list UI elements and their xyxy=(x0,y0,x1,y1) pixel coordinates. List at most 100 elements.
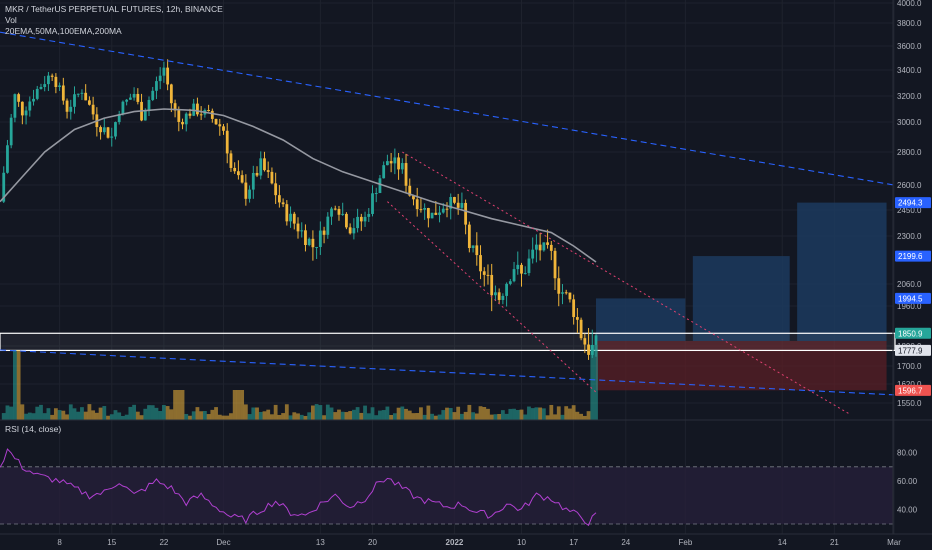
volume-bar-62 xyxy=(232,390,237,420)
candle-body-152 xyxy=(568,292,572,300)
candle-body-55 xyxy=(207,110,210,112)
volume-bar-128 xyxy=(478,406,483,420)
candle-body-106 xyxy=(397,157,400,170)
volume-bar-140 xyxy=(523,414,528,420)
candle-body-56 xyxy=(210,110,214,119)
price-tick-label: 1700.0 xyxy=(897,362,922,371)
candle-body-41 xyxy=(155,81,158,91)
upper-trendline xyxy=(0,31,895,186)
candle-body-133 xyxy=(497,292,501,300)
volume-bar-142 xyxy=(530,408,535,420)
volume-bar-101 xyxy=(378,410,382,420)
candle-body-24 xyxy=(91,104,95,115)
candle-body-111 xyxy=(415,199,419,210)
volume-bar-115 xyxy=(430,413,434,420)
volume-bar-155 xyxy=(579,413,583,420)
candle-body-151 xyxy=(564,292,568,294)
candle-body-103 xyxy=(386,161,389,166)
volume-bar-95 xyxy=(355,407,360,420)
volume-bar-137 xyxy=(512,408,516,420)
candle-body-11 xyxy=(43,84,47,88)
candle-body-98 xyxy=(367,213,371,217)
volume-bar-127 xyxy=(474,413,479,420)
price-tag-label: 1994.5 xyxy=(898,294,923,303)
volume-bar-133 xyxy=(497,414,502,420)
candle-body-71 xyxy=(266,170,270,172)
time-tick-label: 22 xyxy=(159,538,168,547)
volume-bar-102 xyxy=(381,410,386,420)
candle-body-126 xyxy=(471,245,475,249)
volume-bar-143 xyxy=(534,407,539,420)
candle-body-80 xyxy=(300,230,304,232)
candle-body-3 xyxy=(13,94,17,118)
volume-bar-145 xyxy=(541,408,546,420)
candle-body-109 xyxy=(408,185,412,196)
volume-bar-158 xyxy=(590,345,595,420)
rsi-tick-label: 60.00 xyxy=(897,477,918,486)
candle-body-113 xyxy=(423,207,427,210)
candle-body-7 xyxy=(28,101,32,111)
candle-body-44 xyxy=(166,67,170,85)
candle-body-86 xyxy=(322,230,326,235)
time-tick-label: 14 xyxy=(778,538,787,547)
candle-body-128 xyxy=(479,255,482,272)
candle-body-130 xyxy=(486,274,490,276)
price-tag-label: 1850.9 xyxy=(898,329,923,338)
volume-bar-130 xyxy=(486,408,490,420)
price-tick-label: 2600.0 xyxy=(897,181,922,190)
candle-body-76 xyxy=(285,204,289,222)
candle-body-52 xyxy=(196,103,199,115)
candle-body-137 xyxy=(512,269,516,282)
volume-bar-111 xyxy=(415,413,420,420)
volume-bar-30 xyxy=(113,410,118,420)
volume-bar-24 xyxy=(91,410,96,420)
candle-body-8 xyxy=(32,98,35,102)
volume-bar-46 xyxy=(173,390,177,420)
candle-body-134 xyxy=(501,295,505,300)
candle-body-121 xyxy=(453,197,456,203)
volume-bar-92 xyxy=(344,412,349,420)
volume-bar-49 xyxy=(184,413,189,420)
volume-bar-41 xyxy=(154,407,159,420)
candle-body-22 xyxy=(84,92,88,101)
candle-body-105 xyxy=(393,157,397,164)
candle-body-10 xyxy=(39,87,43,89)
candle-body-5 xyxy=(20,101,24,116)
candle-body-89 xyxy=(333,208,337,210)
volume-bar-104 xyxy=(389,414,394,420)
volume-bar-159 xyxy=(594,345,598,420)
candle-body-135 xyxy=(505,283,508,296)
volume-bar-19 xyxy=(72,408,77,420)
volume-bar-17 xyxy=(65,414,69,420)
candle-body-36 xyxy=(136,93,140,102)
volume-bar-126 xyxy=(471,412,475,420)
price-tick-label: 3600.0 xyxy=(897,42,922,51)
volume-bar-37 xyxy=(139,415,144,420)
candle-body-33 xyxy=(125,99,129,102)
trend-lines xyxy=(0,31,895,415)
volume-bar-139 xyxy=(519,409,524,420)
volume-bar-135 xyxy=(504,413,509,420)
volume-bar-129 xyxy=(482,406,487,420)
volume-bar-105 xyxy=(392,413,397,420)
rsi-pane xyxy=(0,448,893,527)
volume-bar-125 xyxy=(467,404,472,420)
candlestick-series xyxy=(2,59,598,360)
price-tick-label: 1550.0 xyxy=(897,399,922,408)
volume-bar-7 xyxy=(27,412,32,420)
volume-bar-107 xyxy=(400,406,405,420)
volume-bar-96 xyxy=(359,412,364,420)
volume-bar-61 xyxy=(229,413,233,420)
volume-bar-93 xyxy=(348,411,353,420)
volume-bar-100 xyxy=(374,415,379,420)
volume-bar-55 xyxy=(206,414,211,420)
ma-legend: 20EMA,50MA,100EMA,200MA xyxy=(5,26,122,36)
candle-body-118 xyxy=(441,208,445,213)
candle-body-143 xyxy=(535,244,538,250)
volume-bar-85 xyxy=(318,405,323,420)
candle-body-50 xyxy=(188,113,192,116)
volume-bar-88 xyxy=(329,407,334,420)
chart-title: MKR / TetherUS PERPETUAL FUTURES, 12h, B… xyxy=(5,4,223,14)
volume-bar-54 xyxy=(202,410,207,420)
candle-body-45 xyxy=(169,84,173,104)
